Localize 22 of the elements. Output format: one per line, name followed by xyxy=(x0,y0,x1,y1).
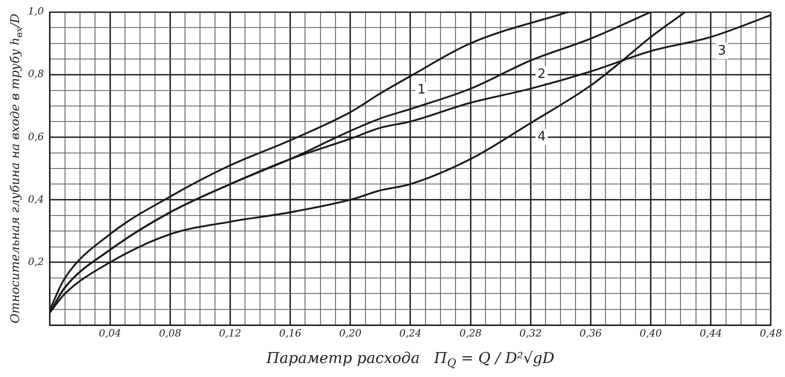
x-tick-label: 0,04 xyxy=(98,328,122,340)
x-tick-label: 0,24 xyxy=(399,328,422,340)
y-tick-label: 1,0 xyxy=(28,6,45,18)
annotation: 1 xyxy=(417,82,426,98)
x-tick-label: 0,32 xyxy=(519,328,542,340)
x-tick-label: 0,20 xyxy=(339,328,362,340)
y-axis-title: Относительная глубина на входе в трубу hвх/D xyxy=(8,13,25,324)
x-tick-label: 0,40 xyxy=(640,328,662,340)
y-tick-label: 0,8 xyxy=(28,69,44,80)
x-tick-label: 0,16 xyxy=(279,328,302,340)
annotation: 4 xyxy=(538,129,546,144)
x-tick-label: 0,28 xyxy=(459,328,482,340)
annotation: 3 xyxy=(718,43,726,58)
x-tick-label: 0,12 xyxy=(219,328,242,340)
x-tick-label: 0,08 xyxy=(158,328,182,340)
y-tick-label: 0,2 xyxy=(28,256,44,268)
x-tick-label: 0,48 xyxy=(760,328,782,340)
annotation: 2 xyxy=(538,66,546,82)
x-tick-label: 0,44 xyxy=(700,328,722,340)
y-tick-label: 0,6 xyxy=(28,132,45,143)
y-tick-label: 0,4 xyxy=(28,194,44,206)
x-tick-label: 0,36 xyxy=(579,328,602,340)
